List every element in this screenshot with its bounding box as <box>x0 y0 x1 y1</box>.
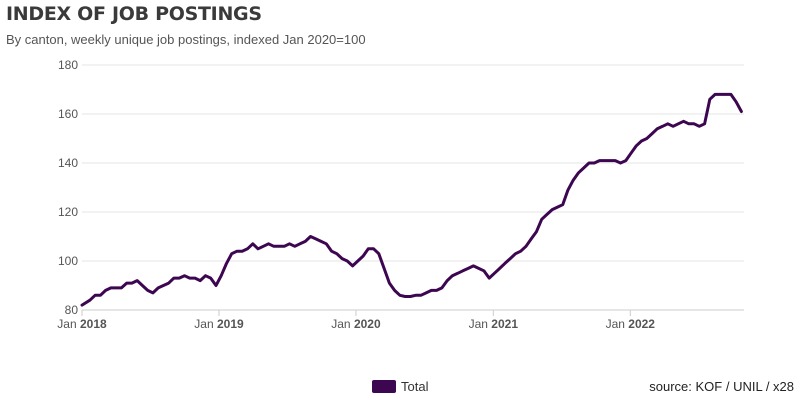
legend-label-total: Total <box>401 379 429 394</box>
legend[interactable]: Total <box>372 379 428 394</box>
y-tick-label: 160 <box>58 107 78 121</box>
y-tick-label: 80 <box>65 303 79 317</box>
y-tick-label: 100 <box>58 254 78 268</box>
x-tick-label: Jan 2020 <box>331 317 381 331</box>
legend-swatch-total <box>372 380 396 393</box>
y-tick-label: 180 <box>58 58 78 72</box>
source-note: source: KOF / UNIL / x28 <box>649 379 794 394</box>
chart-title: INDEX OF JOB POSTINGS <box>6 3 262 25</box>
x-tick-label: Jan 2018 <box>57 317 107 331</box>
x-tick-label: Jan 2022 <box>606 317 656 331</box>
x-tick-label: Jan 2019 <box>194 317 244 331</box>
series-line-total <box>80 92 743 307</box>
x-tick-label: Jan 2021 <box>469 317 519 331</box>
chart-subtitle: By canton, weekly unique job postings, i… <box>6 32 366 47</box>
y-tick-label: 140 <box>58 156 78 170</box>
y-tick-label: 120 <box>58 205 78 219</box>
